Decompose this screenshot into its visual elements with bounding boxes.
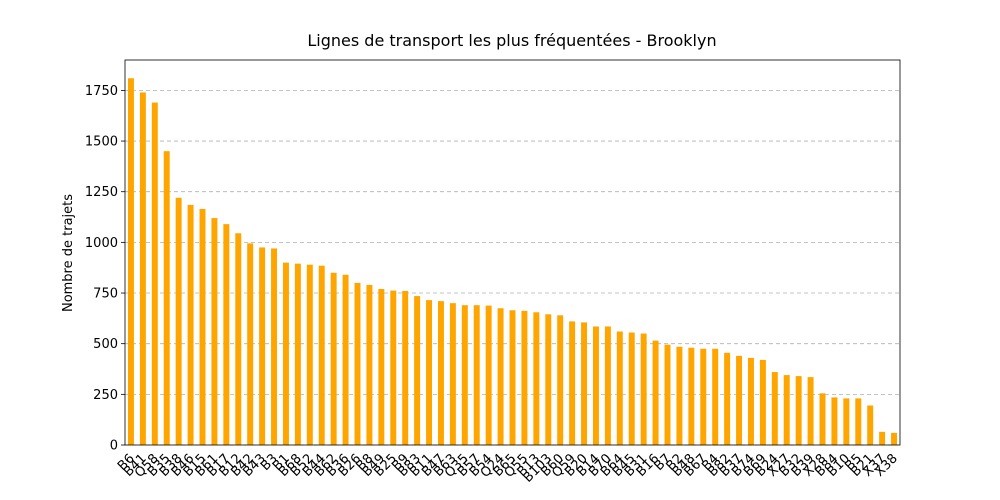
bar	[211, 218, 218, 445]
y-axis-label: Nombre de trajets	[61, 194, 76, 312]
bar	[390, 290, 397, 445]
bar	[747, 357, 754, 445]
bar	[891, 432, 898, 445]
bar	[843, 398, 850, 445]
bar	[378, 288, 385, 445]
y-tick-label: 1000	[85, 236, 118, 251]
bar	[354, 282, 361, 445]
bar	[402, 291, 409, 445]
y-tick-label: 1500	[85, 135, 118, 150]
bar	[557, 315, 564, 445]
bar	[616, 331, 623, 445]
bar	[235, 233, 242, 445]
chart-title: Lignes de transport les plus fréquentées…	[307, 31, 716, 50]
bar	[306, 264, 313, 445]
bar	[509, 310, 516, 445]
bar	[569, 321, 576, 445]
bar	[533, 312, 540, 445]
bar	[461, 305, 468, 445]
bar	[294, 263, 301, 445]
bar	[640, 333, 647, 445]
bar	[545, 314, 552, 445]
bar	[426, 300, 433, 445]
y-tick-label: 250	[93, 388, 118, 403]
bar	[342, 274, 349, 445]
bar	[449, 303, 456, 445]
bar	[688, 347, 695, 445]
bar	[724, 352, 731, 445]
bar	[855, 398, 862, 445]
bar	[652, 340, 659, 445]
bar	[592, 326, 599, 445]
bar	[700, 348, 707, 445]
bar	[497, 308, 504, 445]
bar	[604, 326, 611, 445]
bar	[414, 296, 421, 445]
bar	[282, 262, 289, 445]
y-tick-label: 1750	[85, 84, 118, 99]
bar	[223, 224, 230, 445]
bar	[199, 208, 206, 445]
y-tick-label: 750	[93, 287, 118, 302]
bar	[271, 248, 278, 445]
bar	[819, 393, 826, 445]
bar	[807, 377, 814, 445]
plot-frame	[124, 59, 901, 446]
bar	[795, 376, 802, 445]
bar	[366, 284, 373, 445]
bar	[831, 397, 838, 445]
bar	[187, 204, 194, 445]
bar	[771, 372, 778, 445]
bar	[759, 359, 766, 445]
bar	[581, 322, 588, 445]
bar	[175, 197, 182, 445]
bar	[736, 355, 743, 445]
bar	[664, 344, 671, 445]
bar	[330, 272, 337, 445]
bar	[139, 92, 146, 445]
y-tick-label: 1250	[85, 185, 118, 200]
bar	[867, 405, 874, 445]
bar	[521, 310, 528, 445]
bar	[259, 247, 266, 445]
bar	[127, 78, 134, 445]
bar	[473, 305, 480, 445]
bar	[712, 348, 719, 445]
bar	[437, 301, 444, 445]
y-tick-label: 500	[93, 337, 118, 352]
bar	[676, 346, 683, 445]
bar	[318, 265, 325, 445]
bar	[879, 431, 886, 445]
bar	[247, 243, 254, 445]
bar	[163, 151, 170, 445]
y-tick-label: 0	[110, 439, 118, 454]
bar	[628, 332, 635, 445]
bar	[151, 102, 158, 445]
bar	[783, 375, 790, 445]
bar	[485, 305, 492, 445]
